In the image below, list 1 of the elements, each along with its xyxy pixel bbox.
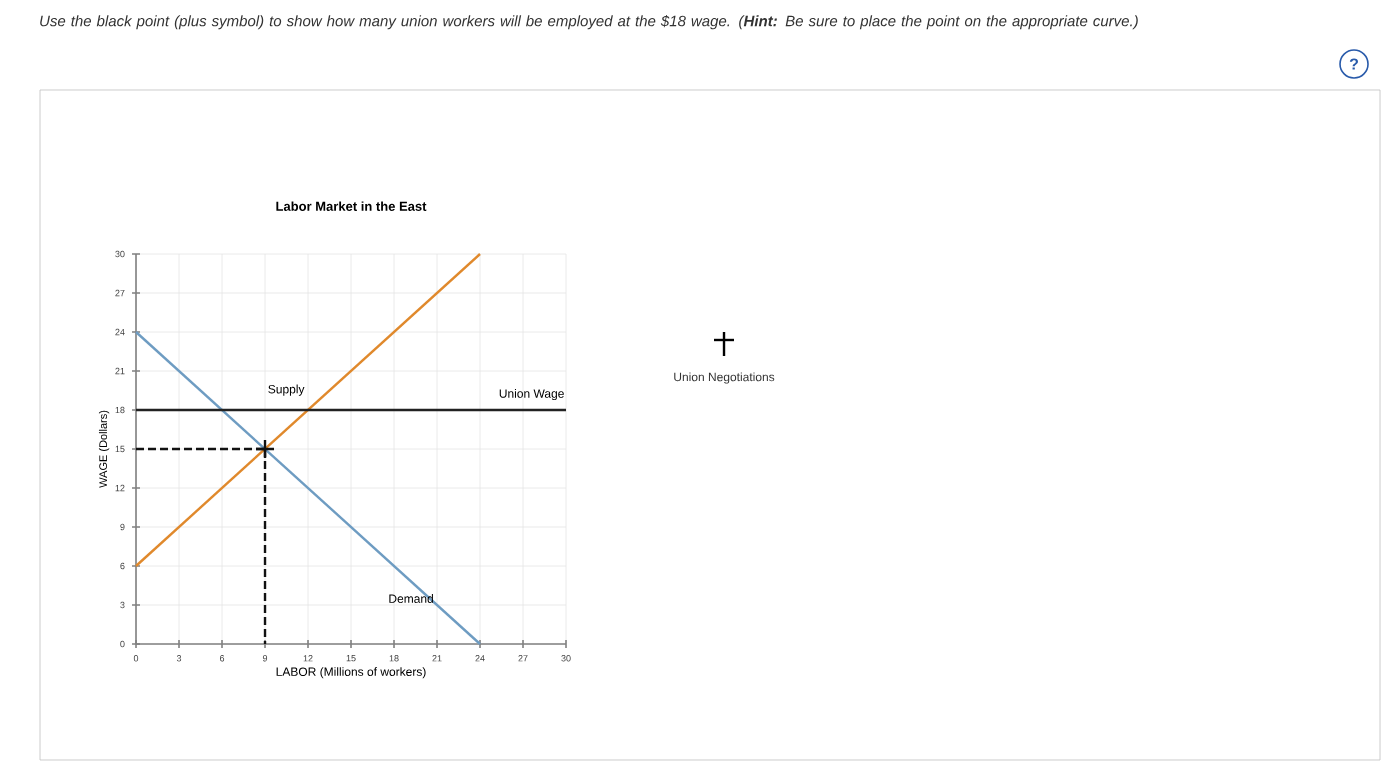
text: ? <box>1349 58 1358 70</box>
